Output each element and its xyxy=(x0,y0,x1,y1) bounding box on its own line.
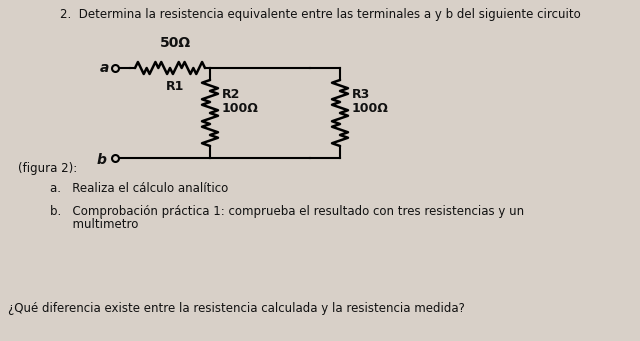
Text: R3: R3 xyxy=(352,89,371,102)
Text: ¿Qué diferencia existe entre la resistencia calculada y la resistencia medida?: ¿Qué diferencia existe entre la resisten… xyxy=(8,302,465,315)
Text: 2.  Determina la resistencia equivalente entre las terminales a y b del siguient: 2. Determina la resistencia equivalente … xyxy=(60,8,580,21)
Text: multimetro: multimetro xyxy=(50,218,138,231)
Text: 100Ω: 100Ω xyxy=(352,102,389,115)
Text: 50Ω: 50Ω xyxy=(159,36,191,50)
Text: b: b xyxy=(96,153,106,167)
Text: a: a xyxy=(100,61,109,75)
Text: a.   Realiza el cálculo analítico: a. Realiza el cálculo analítico xyxy=(50,182,228,195)
Text: R2: R2 xyxy=(222,89,241,102)
Text: 100Ω: 100Ω xyxy=(222,102,259,115)
Text: b.   Comprobación práctica 1: comprueba el resultado con tres resistencias y un: b. Comprobación práctica 1: comprueba el… xyxy=(50,205,524,218)
Text: R1: R1 xyxy=(166,80,184,93)
Text: (figura 2):: (figura 2): xyxy=(18,162,77,175)
